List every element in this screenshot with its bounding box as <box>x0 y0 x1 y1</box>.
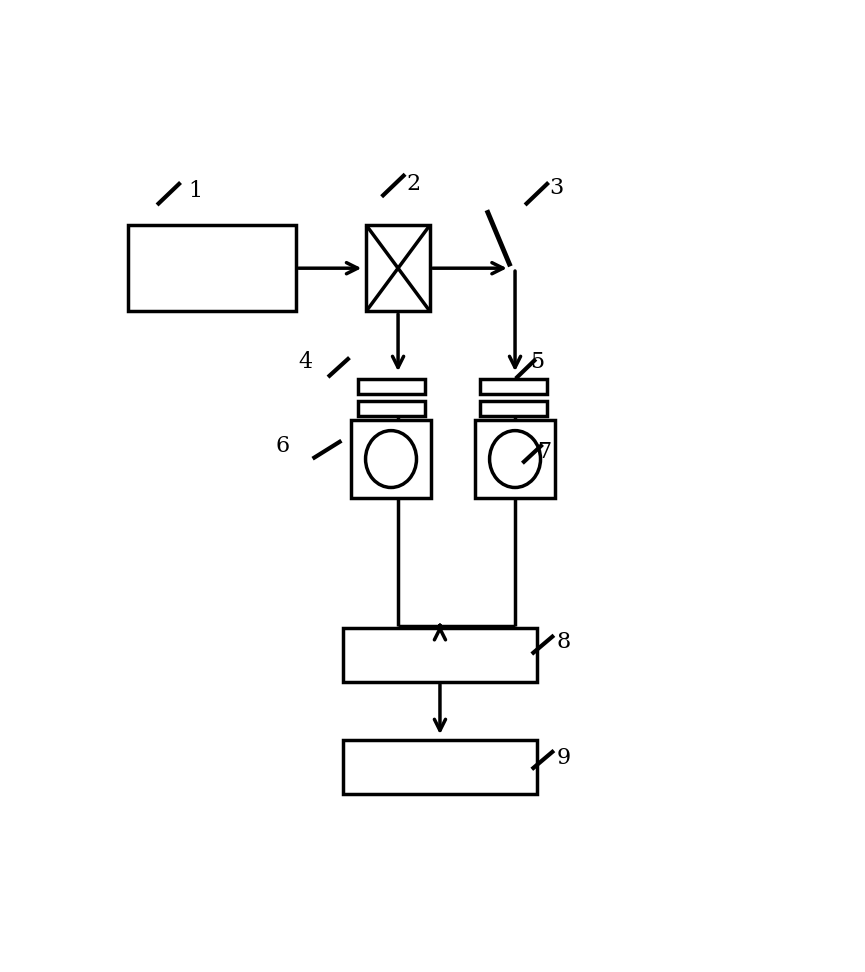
Bar <box>128 226 296 311</box>
Bar <box>343 628 537 681</box>
Bar <box>480 401 548 416</box>
Text: 1: 1 <box>189 181 202 202</box>
Bar <box>357 378 425 394</box>
Bar <box>357 401 425 416</box>
Text: 2: 2 <box>406 173 420 195</box>
Text: 5: 5 <box>530 351 544 373</box>
Text: 9: 9 <box>557 747 571 769</box>
Text: 7: 7 <box>537 441 551 463</box>
Bar <box>476 420 554 499</box>
Bar <box>343 740 537 794</box>
Text: 6: 6 <box>275 434 290 457</box>
Bar <box>366 226 430 311</box>
Text: 3: 3 <box>548 177 563 198</box>
Text: 8: 8 <box>557 631 571 653</box>
Text: 4: 4 <box>298 351 313 373</box>
Circle shape <box>366 431 417 488</box>
Bar <box>351 420 431 499</box>
Bar <box>480 378 548 394</box>
Circle shape <box>490 431 541 488</box>
